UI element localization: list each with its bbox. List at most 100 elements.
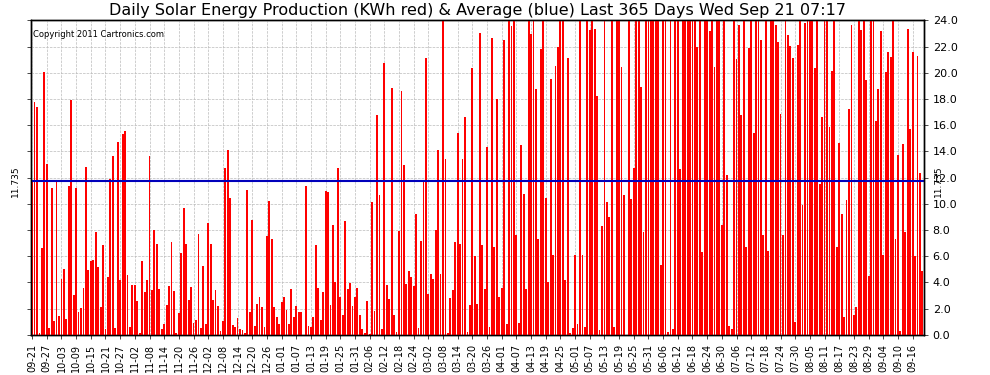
Bar [533,20,535,335]
Bar [354,297,355,335]
Bar [158,289,160,335]
Bar [581,255,583,335]
Bar [456,132,458,335]
Bar [579,20,581,335]
Bar [459,244,461,335]
Bar [285,310,287,335]
Bar [251,220,253,335]
Bar [636,20,638,335]
Bar [853,315,854,335]
Bar [398,231,400,335]
Bar [596,96,598,335]
Bar [237,318,239,335]
Bar [351,306,353,335]
Bar [41,248,43,335]
Bar [779,114,781,335]
Bar [652,20,654,335]
Bar [493,247,495,335]
Bar [645,20,646,335]
Bar [77,312,79,335]
Bar [729,326,730,335]
Bar [371,202,373,335]
Bar [308,327,310,335]
Bar [554,66,556,335]
Bar [349,283,351,335]
Bar [327,192,329,335]
Bar [273,307,275,335]
Bar [518,323,520,335]
Bar [508,20,510,335]
Bar [591,20,593,335]
Bar [569,333,571,335]
Bar [552,255,554,335]
Bar [144,292,146,335]
Bar [266,236,268,335]
Bar [198,234,199,335]
Bar [188,300,189,335]
Bar [479,33,480,335]
Bar [834,20,836,335]
Bar [342,315,344,335]
Bar [156,244,157,335]
Bar [557,47,559,335]
Bar [647,20,649,335]
Bar [807,20,809,335]
Bar [850,25,852,335]
Bar [650,20,651,335]
Bar [396,332,397,335]
Bar [900,331,901,335]
Bar [821,117,823,335]
Bar [87,270,89,335]
Bar [75,189,77,335]
Text: 11.735: 11.735 [935,165,943,197]
Bar [36,106,38,335]
Bar [870,20,872,335]
Bar [860,30,862,335]
Bar [346,289,348,335]
Bar [193,322,194,335]
Bar [46,164,48,335]
Bar [875,121,877,335]
Bar [584,327,586,335]
Bar [782,235,784,335]
Bar [178,313,180,335]
Bar [784,20,786,335]
Bar [345,221,346,335]
Bar [907,29,909,335]
Bar [361,329,363,335]
Bar [714,67,716,335]
Bar [503,40,505,335]
Bar [105,329,106,335]
Bar [117,142,119,335]
Bar [102,245,104,335]
Bar [464,117,466,335]
Bar [623,195,625,335]
Bar [826,20,828,335]
Bar [85,167,87,335]
Bar [232,325,234,335]
Bar [80,308,82,335]
Bar [73,296,74,335]
Bar [110,179,111,335]
Bar [789,46,791,335]
Bar [775,25,776,335]
Bar [132,285,134,335]
Bar [170,242,172,335]
Bar [498,297,500,335]
Bar [337,168,339,335]
Bar [247,190,248,335]
Bar [841,214,842,335]
Bar [829,127,831,335]
Bar [621,67,623,335]
Bar [669,20,671,335]
Bar [207,224,209,335]
Bar [376,115,378,335]
Bar [225,168,227,335]
Bar [752,133,754,335]
Bar [486,147,488,335]
Bar [604,20,605,335]
Bar [726,175,728,335]
Bar [506,324,508,335]
Bar [142,261,144,335]
Bar [310,327,312,335]
